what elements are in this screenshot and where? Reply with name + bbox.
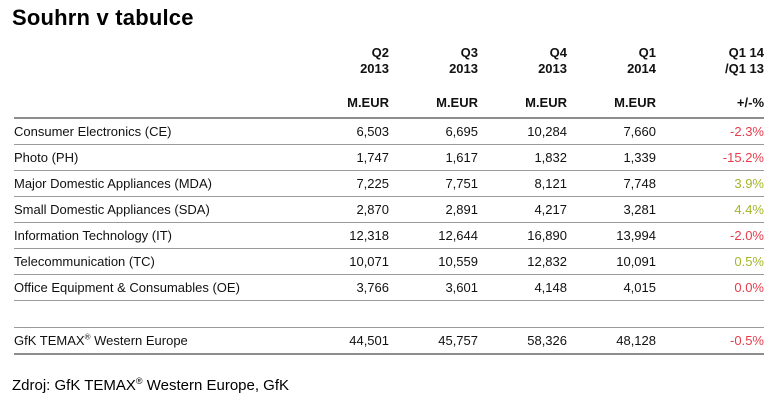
summary-table: Q2 2013 Q3 2013 Q4 2013 Q1 2014 Q1 14: [14, 45, 764, 355]
total-label: GfK TEMAX® Western Europe: [14, 327, 300, 355]
year-label: 2014: [627, 61, 656, 76]
value-cell: 3,281: [567, 196, 656, 223]
col-header-yoy: Q1 14 /Q1 13: [656, 45, 764, 77]
value-cell: 48,128: [567, 327, 656, 355]
value-cell: 7,225: [300, 170, 389, 197]
registered-trademark-symbol: ®: [135, 376, 143, 386]
value-cell: 7,660: [567, 118, 656, 145]
value-cell: 13,994: [567, 222, 656, 249]
registered-trademark-symbol: ®: [84, 332, 91, 342]
table-row-ce: Consumer Electronics (CE) 6,503 6,695 10…: [14, 118, 764, 145]
value-cell: 2,870: [300, 196, 389, 223]
source-note: Zdroj: GfK TEMAX® Western Europe, GfK: [12, 376, 290, 395]
value-cell: 1,617: [389, 144, 478, 171]
table-row-mda: Major Domestic Appliances (MDA) 7,225 7,…: [14, 170, 764, 197]
pct-cell: -2.0%: [656, 222, 764, 249]
year-label: 2013: [449, 61, 478, 76]
page-title: Souhrn v tabulce: [12, 5, 194, 30]
value-cell: 8,121: [478, 170, 567, 197]
value-cell: 12,318: [300, 222, 389, 249]
category-label: Telecommunication (TC): [14, 248, 300, 275]
value-cell: 12,832: [478, 248, 567, 275]
pct-cell: 0.0%: [656, 274, 764, 301]
total-label-text: GfK TEMAX: [14, 333, 85, 348]
year-label: /Q1 13: [724, 61, 764, 76]
category-label: Photo (PH): [14, 144, 300, 171]
summary-table-container: Q2 2013 Q3 2013 Q4 2013 Q1 2014 Q1 14: [14, 45, 764, 355]
period-label: Q1: [638, 45, 656, 60]
col-header-q3-2013: Q3 2013: [389, 45, 478, 77]
value-cell: 3,601: [389, 274, 478, 301]
period-label: Q2: [371, 45, 389, 60]
value-cell: 3,766: [300, 274, 389, 301]
value-cell: 10,091: [567, 248, 656, 275]
value-cell: 10,284: [478, 118, 567, 145]
period-label: Q4: [549, 45, 567, 60]
col-header-q1-2014: Q1 2014: [567, 45, 656, 77]
value-cell: 10,071: [300, 248, 389, 275]
value-cell: 6,695: [389, 118, 478, 145]
units-label: M.EUR: [478, 77, 567, 119]
value-cell: 12,644: [389, 222, 478, 249]
value-cell: 1,747: [300, 144, 389, 171]
category-label: Consumer Electronics (CE): [14, 118, 300, 145]
category-label: Information Technology (IT): [14, 222, 300, 249]
units-label: M.EUR: [567, 77, 656, 119]
value-cell: 58,326: [478, 327, 567, 355]
table-row-ph: Photo (PH) 1,747 1,617 1,832 1,339 -15.2…: [14, 144, 764, 171]
spacer-row: [14, 301, 764, 328]
units-label-pct: +/-%: [656, 77, 764, 119]
value-cell: 1,832: [478, 144, 567, 171]
pct-cell: -2.3%: [656, 118, 764, 145]
value-cell: 44,501: [300, 327, 389, 355]
value-cell: 16,890: [478, 222, 567, 249]
pct-cell: -0.5%: [656, 327, 764, 355]
value-cell: 4,148: [478, 274, 567, 301]
table-row-tc: Telecommunication (TC) 10,071 10,559 12,…: [14, 248, 764, 275]
table-row-total-temax: GfK TEMAX® Western Europe 44,501 45,757 …: [14, 327, 764, 355]
table-row-oe: Office Equipment & Consumables (OE) 3,76…: [14, 274, 764, 301]
units-empty-cell: [14, 77, 300, 119]
source-note-text: Western Europe, GfK: [142, 377, 290, 394]
year-label: 2013: [360, 61, 389, 76]
value-cell: 7,748: [567, 170, 656, 197]
year-label: 2013: [538, 61, 567, 76]
units-header-row: M.EUR M.EUR M.EUR M.EUR +/-%: [14, 77, 764, 119]
pct-cell: 0.5%: [656, 248, 764, 275]
units-label: M.EUR: [389, 77, 478, 119]
value-cell: 7,751: [389, 170, 478, 197]
category-label: Small Domestic Appliances (SDA): [14, 196, 300, 223]
units-label: M.EUR: [300, 77, 389, 119]
col-header-q4-2013: Q4 2013: [478, 45, 567, 77]
pct-cell: 4.4%: [656, 196, 764, 223]
label-column-header: [14, 45, 300, 77]
source-note-text: Zdroj: GfK TEMAX: [12, 377, 136, 394]
pct-cell: -15.2%: [656, 144, 764, 171]
value-cell: 10,559: [389, 248, 478, 275]
category-label: Major Domestic Appliances (MDA): [14, 170, 300, 197]
category-label: Office Equipment & Consumables (OE): [14, 274, 300, 301]
col-header-q2-2013: Q2 2013: [300, 45, 389, 77]
period-header-row: Q2 2013 Q3 2013 Q4 2013 Q1 2014 Q1 14: [14, 45, 764, 77]
period-label: Q1 14: [728, 45, 764, 60]
table-row-it: Information Technology (IT) 12,318 12,64…: [14, 222, 764, 249]
value-cell: 6,503: [300, 118, 389, 145]
value-cell: 4,015: [567, 274, 656, 301]
value-cell: 45,757: [389, 327, 478, 355]
total-label-text: Western Europe: [90, 333, 188, 348]
pct-cell: 3.9%: [656, 170, 764, 197]
value-cell: 4,217: [478, 196, 567, 223]
table-row-sda: Small Domestic Appliances (SDA) 2,870 2,…: [14, 196, 764, 223]
value-cell: 2,891: [389, 196, 478, 223]
table-header: Q2 2013 Q3 2013 Q4 2013 Q1 2014 Q1 14: [14, 45, 764, 119]
value-cell: 1,339: [567, 144, 656, 171]
period-label: Q3: [460, 45, 478, 60]
